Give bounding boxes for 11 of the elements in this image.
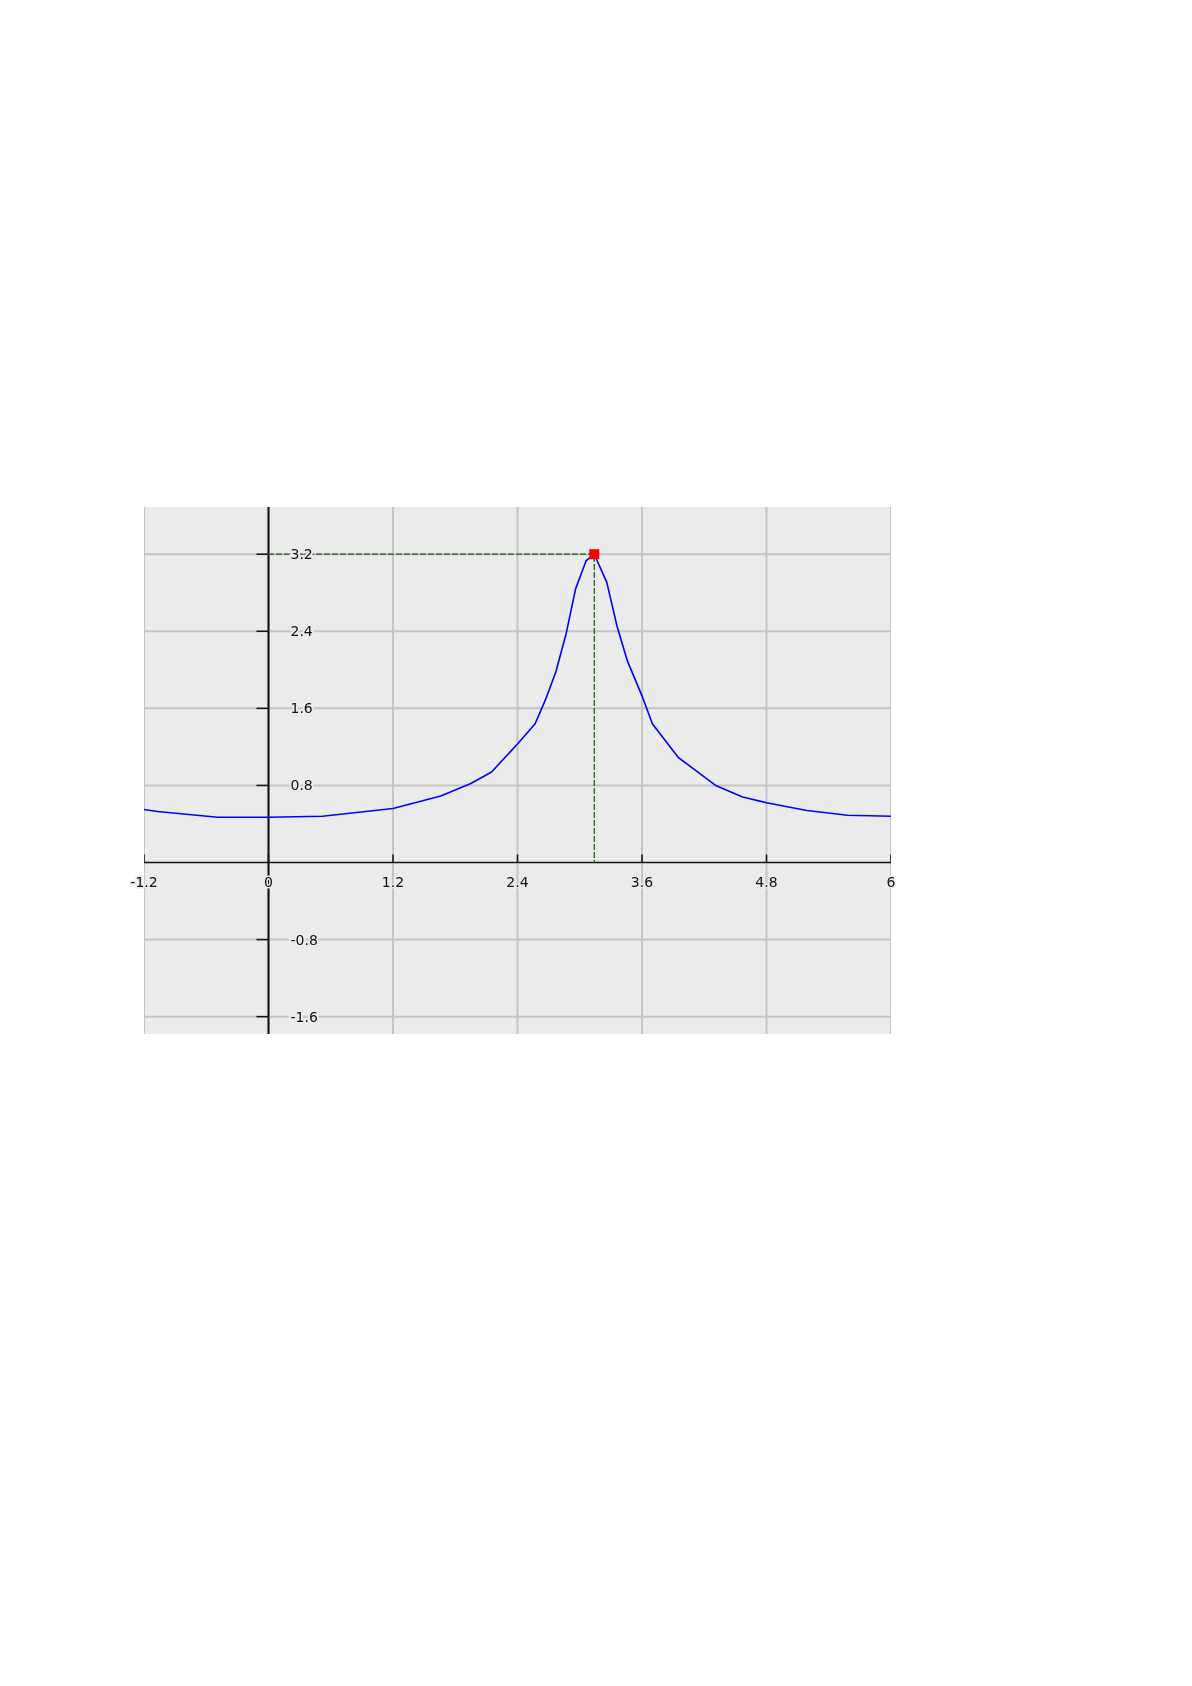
x-tick-label: 1.2 [381,873,405,890]
y-tick-label: -0.8 [290,931,318,948]
x-tick-label: 6 [886,873,896,890]
x-tick-label: -1.2 [130,873,158,890]
y-tick-label: -1.6 [290,1008,318,1025]
x-tick-label: 4.8 [755,873,778,890]
y-tick-label: 0.8 [290,777,313,794]
y-tick-label: 1.6 [290,700,313,717]
y-tick-label: 2.4 [290,623,313,640]
x-tick-label: 3.6 [630,873,654,890]
x-tick-label: 2.4 [506,873,529,890]
